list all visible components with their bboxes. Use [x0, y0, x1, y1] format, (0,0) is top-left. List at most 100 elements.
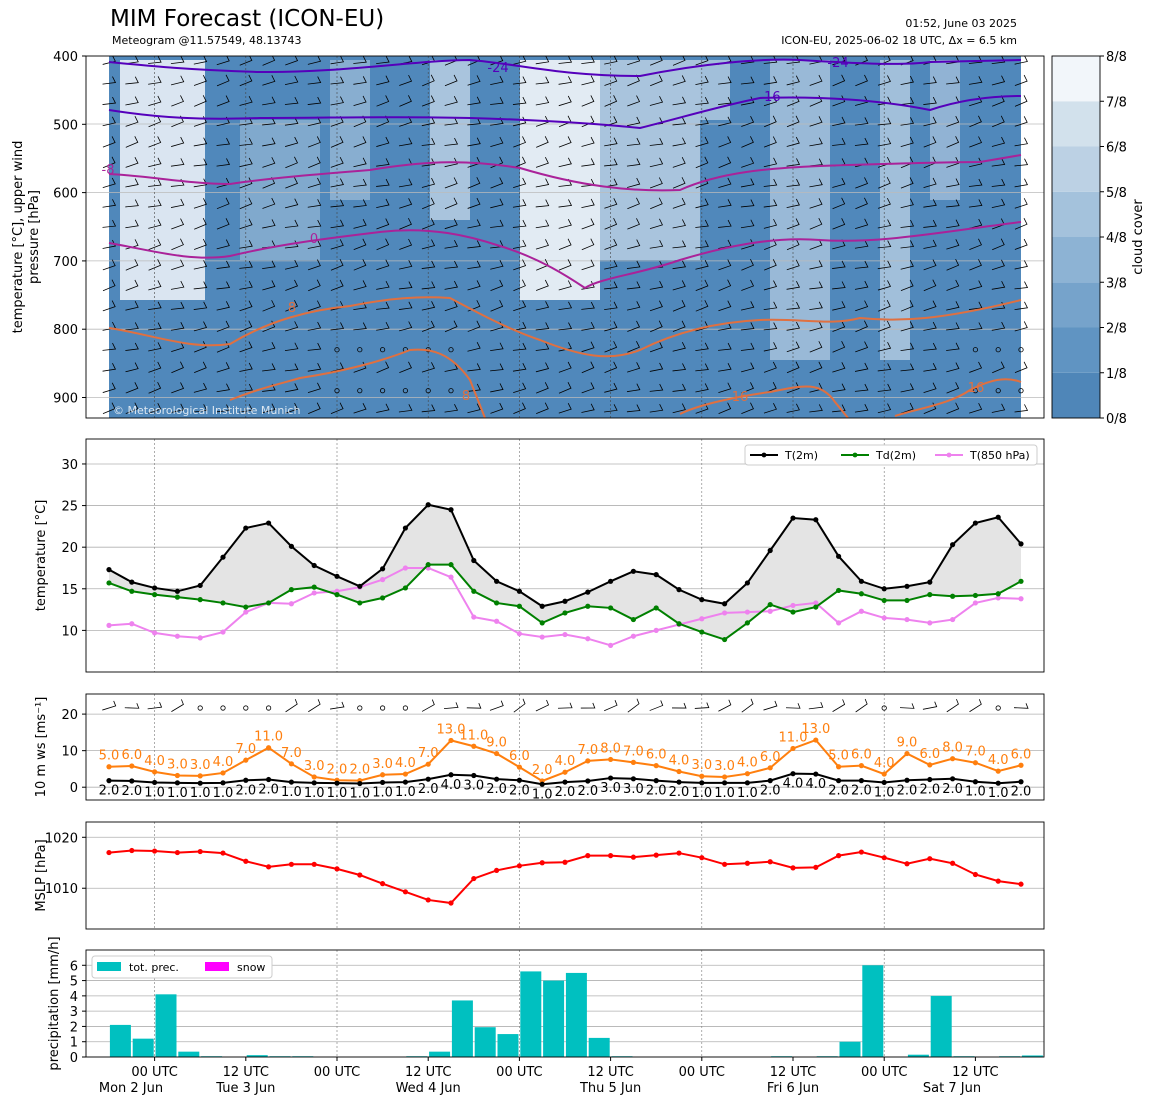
colorbar-band [1052, 237, 1100, 283]
wind-barb [125, 96, 139, 106]
wind-barb [695, 156, 709, 169]
wind-barb [353, 361, 367, 373]
data-point [174, 588, 180, 594]
wind-barb [604, 404, 618, 413]
precip-bar [565, 972, 587, 1057]
y-tick-label: 20 [61, 708, 78, 723]
wind-barb [718, 402, 732, 415]
data-point [858, 849, 865, 855]
wind-barb [900, 402, 914, 414]
data-point [380, 779, 386, 786]
wind-barb [284, 342, 299, 352]
wind-barb [125, 259, 139, 271]
issued-time: 01:52, June 03 2025 [905, 17, 1017, 30]
wind-barb [422, 74, 435, 87]
wind-barb [695, 136, 709, 147]
wind-barb [763, 322, 778, 331]
data-point [699, 629, 705, 635]
wind-barb [991, 158, 1006, 167]
wind-barb [239, 362, 253, 372]
wind-barb [353, 280, 367, 291]
wind-barb [512, 116, 527, 127]
wind-barb [193, 56, 208, 65]
data-label: 7.0 [418, 746, 439, 761]
wind-barb [125, 178, 139, 188]
wind-barb [512, 96, 527, 105]
data-point [288, 861, 294, 867]
data-point [881, 586, 887, 592]
wind-barb [832, 218, 846, 230]
wind-barb [946, 301, 960, 311]
wind-barb [718, 76, 732, 85]
y-axis-label: precipitation [mm/h] [47, 936, 62, 1070]
data-point [152, 848, 158, 854]
data-point [722, 610, 728, 616]
wind-barb [877, 260, 892, 270]
colorbar-tick-label: 1/8 [1106, 367, 1127, 382]
data-point [129, 778, 135, 784]
wind-barb [786, 158, 801, 167]
chart-title: MIM Forecast (ICON-EU) [110, 6, 385, 32]
wind-barb [854, 260, 869, 269]
wind-barb [581, 95, 595, 107]
data-point [676, 850, 682, 856]
data-point [995, 591, 1001, 597]
wind-barb [262, 197, 276, 209]
wind-barb [900, 117, 915, 126]
wind-barb [376, 136, 390, 147]
wind-barb [991, 403, 1006, 413]
wind-barb [170, 321, 185, 331]
calm-wind-symbol [220, 705, 226, 711]
calm-wind-symbol [357, 705, 363, 711]
wind-barb [627, 56, 641, 66]
wind-barb [102, 382, 116, 393]
isotherm-line [108, 95, 1022, 130]
wind-barb [740, 76, 755, 85]
clear-sky-region [880, 60, 910, 360]
x-tick-label: 12 UTC [770, 1065, 816, 1080]
wind-barb [946, 698, 959, 713]
wind-barb [536, 136, 549, 148]
data-point [562, 631, 568, 638]
wind-barb [946, 157, 960, 168]
precip-bar [132, 1038, 154, 1057]
wind-barb [627, 197, 640, 210]
wind-barb [946, 178, 960, 188]
wind-barb [1014, 404, 1029, 413]
wind-barb [900, 75, 914, 85]
wind-barb [262, 117, 276, 126]
wind-barb [923, 342, 937, 351]
wind-barb [307, 219, 322, 228]
isotherm-label: -24 [827, 56, 848, 71]
x-tick-label: 12 UTC [587, 1065, 633, 1080]
data-point [266, 776, 272, 783]
wind-barb [672, 157, 686, 168]
data-point [722, 780, 728, 786]
wind-barb [946, 402, 960, 414]
data-point [608, 605, 614, 611]
wind-barb [216, 260, 231, 269]
data-point [881, 615, 887, 621]
calm-wind-symbol [995, 705, 1001, 711]
wind-barb [946, 115, 960, 127]
wind-barb [855, 74, 868, 87]
data-point [972, 779, 979, 785]
wind-barb [557, 702, 573, 709]
wind-barb [672, 137, 686, 147]
legend: T(2m) Td(2m) T(850 hPa) [744, 444, 1038, 466]
wind-barb [695, 198, 709, 209]
wind-barb [513, 382, 527, 393]
wind-barb [992, 115, 1005, 128]
data-label: 7.0 [235, 742, 256, 757]
wind-barb [969, 238, 982, 251]
data-label: 3.0 [304, 759, 325, 774]
data-label: 3.0 [600, 781, 621, 796]
wind-barb [581, 403, 595, 413]
wind-barb [809, 301, 823, 310]
wind-barb [718, 116, 732, 127]
wind-barb [535, 219, 550, 229]
wind-barb [262, 260, 276, 270]
data-point [995, 780, 1001, 786]
data-point [630, 776, 637, 782]
wind-barb [239, 197, 253, 210]
